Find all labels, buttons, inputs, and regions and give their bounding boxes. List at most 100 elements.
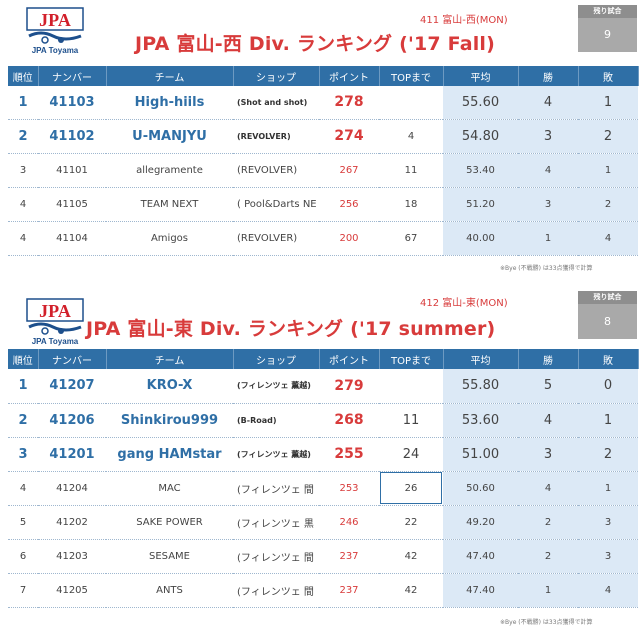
- cell-to-top: 24: [379, 437, 443, 472]
- cell-shop: (フィレンツェ 薫越): [233, 437, 319, 472]
- header-losses: 敗: [578, 349, 639, 369]
- header-shop: ショップ: [233, 66, 320, 86]
- cell-losses: 4: [578, 573, 638, 608]
- cell-number: 41202: [38, 505, 106, 540]
- header-to-top: TOPまで: [379, 66, 444, 86]
- table-row: 5 41202 SAKE POWER (フィレンツェ 黒 246 22 49.2…: [8, 505, 638, 540]
- header-team: チーム: [106, 349, 234, 369]
- cell-average: 55.80: [443, 369, 518, 404]
- header-points: ポイント: [319, 349, 380, 369]
- cell-to-top: [379, 369, 443, 404]
- cell-points: 200: [319, 221, 379, 256]
- cell-number: 41201: [38, 437, 106, 472]
- header-shop: ショップ: [233, 349, 320, 369]
- cell-points: 237: [319, 539, 379, 574]
- table-header-row: 順位 ナンバー チーム ショップ ポイント TOPまで 平均 勝 敗: [8, 349, 639, 369]
- cell-average: 53.40: [443, 153, 518, 188]
- logo-text: JPA: [39, 10, 71, 30]
- table-row: 4 41104 Amigos (REVOLVER) 200 67 40.00 1…: [8, 221, 638, 256]
- cell-team: allegramente: [106, 153, 233, 188]
- cell-shop: (REVOLVER): [233, 119, 319, 154]
- cell-losses: 1: [578, 86, 638, 120]
- logo-subtitle: JPA Toyama: [32, 337, 79, 346]
- remaining-games-value: 8: [604, 315, 611, 328]
- header-wins: 勝: [518, 66, 579, 86]
- cell-rank: 2: [8, 403, 38, 438]
- cell-average: 47.40: [443, 573, 518, 608]
- cell-team: MAC: [106, 471, 233, 506]
- cell-number: 41203: [38, 539, 106, 574]
- cell-wins: 3: [518, 437, 578, 472]
- table-header-row: 順位 ナンバー チーム ショップ ポイント TOPまで 平均 勝 敗: [8, 66, 639, 86]
- cell-to-top: 67: [379, 221, 443, 256]
- cell-to-top: [379, 86, 443, 120]
- cell-rank: 5: [8, 505, 38, 540]
- cell-losses: 2: [578, 119, 638, 154]
- cell-shop: (Shot and shot): [233, 86, 319, 120]
- table-row: 7 41205 ANTS (フィレンツェ 間 237 42 47.40 1 4: [8, 573, 638, 608]
- remaining-games-box: 残り試合 9: [578, 5, 637, 52]
- cell-wins: 1: [518, 221, 578, 256]
- cell-rank: 7: [8, 573, 38, 608]
- cell-team: SAKE POWER: [106, 505, 233, 540]
- cell-losses: 3: [578, 539, 638, 574]
- cell-number: 41104: [38, 221, 106, 256]
- cell-losses: 0: [578, 369, 638, 404]
- cell-team: SESAME: [106, 539, 233, 574]
- cell-shop: (フィレンツェ 間: [233, 471, 319, 506]
- cell-number: 41206: [38, 403, 106, 438]
- cell-rank: 3: [8, 153, 38, 188]
- cell-to-top: 22: [379, 505, 443, 540]
- cell-shop: (B-Road): [233, 403, 319, 438]
- ranking-table: 順位 ナンバー チーム ショップ ポイント TOPまで 平均 勝 敗 1 411…: [8, 66, 639, 256]
- cell-team: gang HAMstar: [106, 437, 233, 472]
- cell-losses: 3: [578, 505, 638, 540]
- cell-to-top: 11: [379, 153, 443, 188]
- cell-number: 41103: [38, 86, 106, 120]
- cell-wins: 4: [518, 403, 578, 438]
- cell-average: 40.00: [443, 221, 518, 256]
- cell-team: High-hiils: [106, 86, 233, 120]
- cell-team: ANTS: [106, 573, 233, 608]
- cell-rank: 4: [8, 471, 38, 506]
- cell-losses: 1: [578, 403, 638, 438]
- cell-average: 51.20: [443, 187, 518, 222]
- header-average: 平均: [443, 66, 519, 86]
- cell-to-top: 42: [379, 539, 443, 574]
- cell-to-top: 4: [379, 119, 443, 154]
- cell-shop: (フィレンツェ 間: [233, 573, 319, 608]
- header-average: 平均: [443, 349, 519, 369]
- cell-losses: 2: [578, 437, 638, 472]
- cell-rank: 1: [8, 369, 38, 404]
- cell-points: 256: [319, 187, 379, 222]
- cell-losses: 4: [578, 221, 638, 256]
- cell-number: 41105: [38, 187, 106, 222]
- cell-points: 237: [319, 573, 379, 608]
- cell-average: 55.60: [443, 86, 518, 120]
- remaining-games-box: 残り試合 8: [578, 291, 637, 339]
- cell-number: 41204: [38, 471, 106, 506]
- header-losses: 敗: [578, 66, 639, 86]
- cell-points: 268: [319, 403, 379, 438]
- cell-shop: (フィレンツェ 黒: [233, 505, 319, 540]
- cell-average: 53.60: [443, 403, 518, 438]
- cell-to-top-selected[interactable]: 26: [379, 471, 443, 506]
- remaining-games-label: 残り試合: [578, 5, 637, 18]
- cell-shop: (REVOLVER): [233, 221, 319, 256]
- cell-points: 274: [319, 119, 379, 154]
- cell-points: 267: [319, 153, 379, 188]
- ranking-table: 順位 ナンバー チーム ショップ ポイント TOPまで 平均 勝 敗 1 412…: [8, 349, 639, 608]
- cell-rank: 3: [8, 437, 38, 472]
- cell-shop: ( Pool&Darts NE: [233, 187, 319, 222]
- header-wins: 勝: [518, 349, 579, 369]
- table-row: 1 41103 High-hiils (Shot and shot) 278 5…: [8, 86, 638, 120]
- remaining-games-value: 9: [604, 28, 611, 41]
- bye-footnote: ※Bye (不戦勝) は33点獲得で計算: [500, 265, 593, 272]
- cell-points: 255: [319, 437, 379, 472]
- logo-text: JPA: [39, 301, 71, 321]
- division-label: 412 富山-東(MON): [420, 298, 508, 309]
- cell-rank: 2: [8, 119, 38, 154]
- cell-number: 41101: [38, 153, 106, 188]
- cell-wins: 2: [518, 539, 578, 574]
- cell-rank: 4: [8, 221, 38, 256]
